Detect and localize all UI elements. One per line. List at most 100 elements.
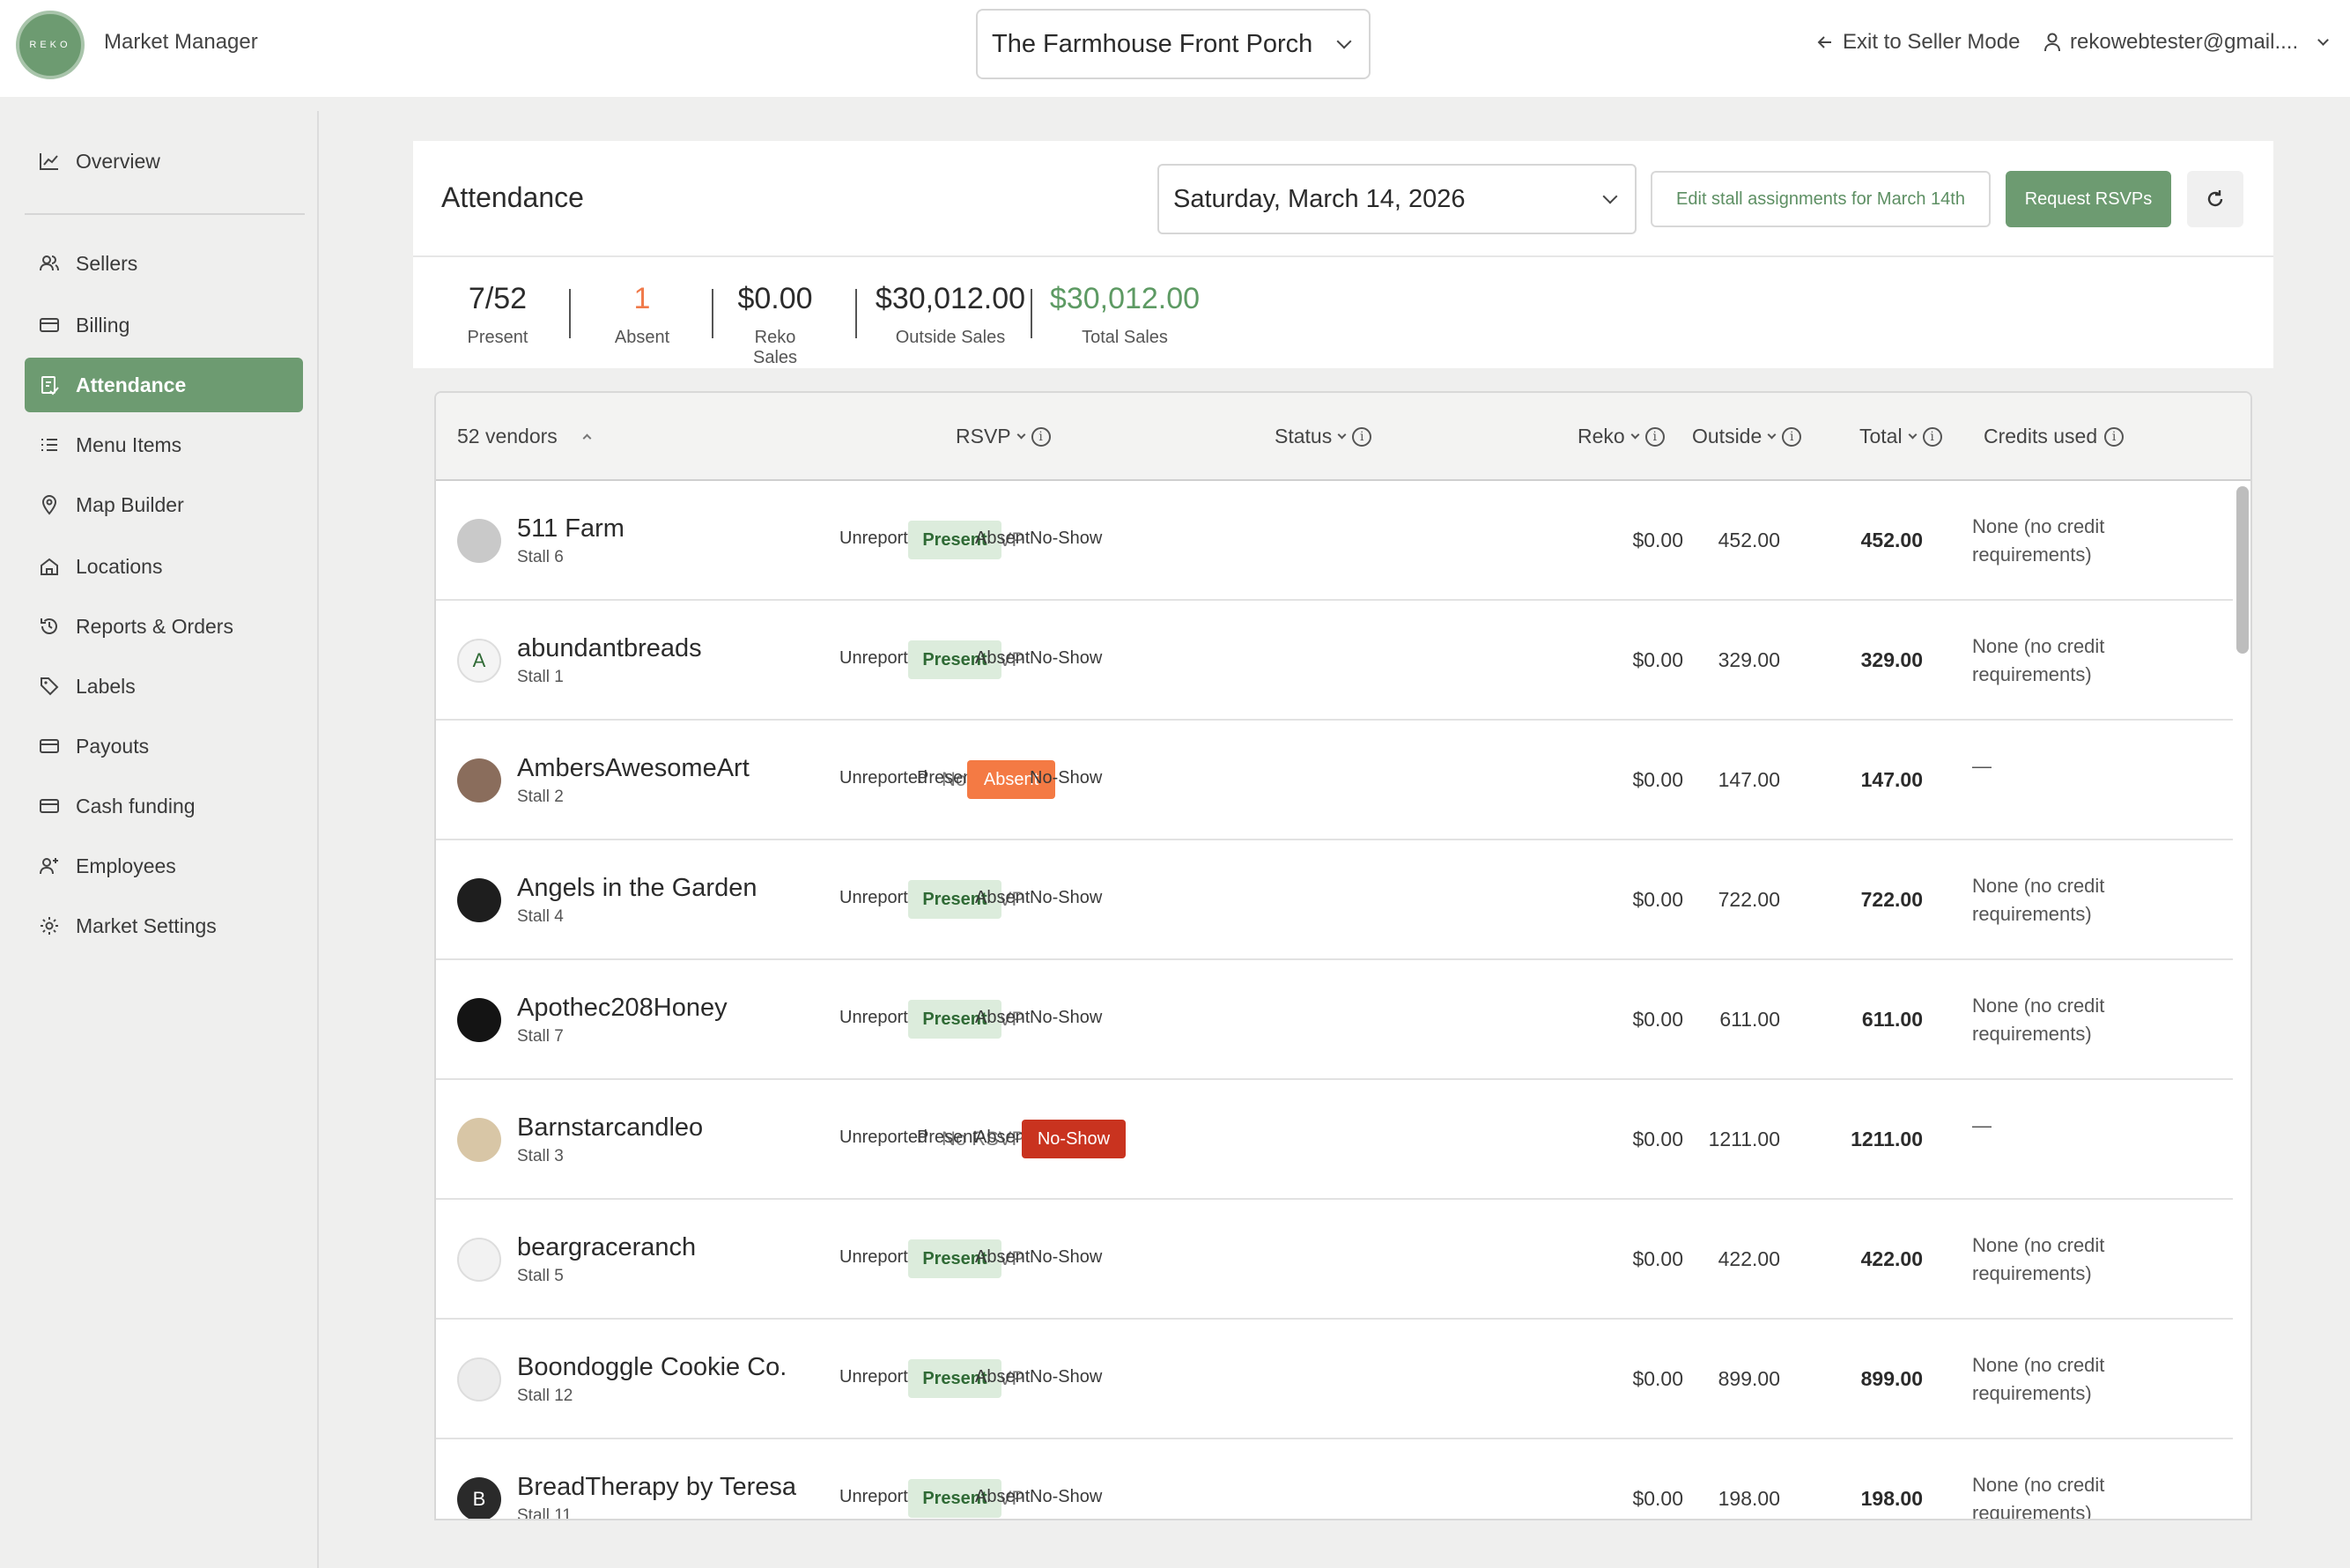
date-select[interactable]: Saturday, March 14, 2026: [1157, 164, 1637, 234]
status-option-present[interactable]: Present: [908, 1000, 1001, 1039]
vendor-avatar: [457, 1118, 501, 1162]
header-total[interactable]: Total i: [1859, 425, 1942, 448]
vendor-avatar: [457, 519, 501, 563]
market-select[interactable]: The Farmhouse Front Porch: [976, 9, 1371, 79]
outside-amount[interactable]: 1211.00: [1678, 1128, 1780, 1151]
status-option-present[interactable]: Present: [917, 768, 978, 788]
status-option-present[interactable]: Present: [908, 1359, 1001, 1398]
sidebar-item-map-builder[interactable]: Map Builder: [25, 477, 303, 532]
status-option-absent[interactable]: Absent: [975, 888, 1031, 907]
vendor-name[interactable]: Barnstarcandleo: [517, 1113, 704, 1142]
sidebar-item-sellers[interactable]: Sellers: [25, 236, 303, 291]
outside-amount[interactable]: 329.00: [1678, 648, 1780, 672]
user-menu[interactable]: rekowebtester@gmail....: [2043, 30, 2329, 55]
status-option-noshow[interactable]: No-Show: [1030, 1247, 1103, 1267]
status-option-unreported[interactable]: Unreported: [839, 768, 928, 788]
status-option-absent[interactable]: Absent: [967, 760, 1055, 799]
sidebar-item-menu-items[interactable]: Menu Items: [25, 418, 303, 472]
status-option-absent[interactable]: Absent: [975, 1487, 1031, 1506]
home-icon: [37, 554, 62, 579]
status-option-unreported[interactable]: Unreported: [839, 1367, 928, 1387]
outside-amount[interactable]: 452.00: [1678, 529, 1780, 552]
header-outside[interactable]: Outside i: [1692, 425, 1802, 448]
outside-amount[interactable]: 147.00: [1678, 768, 1780, 792]
status-option-absent[interactable]: Absent: [975, 648, 1031, 668]
exit-seller-mode-link[interactable]: Exit to Seller Mode: [1816, 30, 2020, 55]
status-option-noshow[interactable]: No-Show: [1030, 1008, 1103, 1027]
outside-amount[interactable]: 198.00: [1678, 1487, 1780, 1511]
status-option-noshow[interactable]: No-Show: [1030, 529, 1103, 548]
vendor-name[interactable]: Apothec208Honey: [517, 994, 728, 1022]
reko-logo[interactable]: REKO: [16, 11, 85, 79]
info-icon[interactable]: i: [1782, 426, 1802, 447]
vendor-name[interactable]: Boondoggle Cookie Co.: [517, 1353, 787, 1381]
edit-stall-assignments-button[interactable]: Edit stall assignments for March 14th: [1651, 171, 1991, 227]
sidebar-item-market-settings[interactable]: Market Settings: [25, 899, 303, 953]
outside-amount[interactable]: 722.00: [1678, 888, 1780, 912]
sidebar-item-billing[interactable]: Billing: [25, 298, 303, 352]
header-status[interactable]: Status i: [1275, 425, 1372, 448]
header-vendors[interactable]: 52 vendors: [457, 425, 592, 448]
total-amount: 422.00: [1860, 1247, 1923, 1270]
sidebar-item-label: Cash funding: [76, 794, 196, 817]
sidebar-item-locations[interactable]: Locations: [25, 539, 303, 594]
outside-amount[interactable]: 899.00: [1678, 1367, 1780, 1391]
sidebar-item-labels[interactable]: Labels: [25, 659, 303, 714]
info-icon[interactable]: i: [1352, 426, 1372, 447]
table-row: Boondoggle Cookie Co.Stall 12No RSVPUnre…: [436, 1320, 2233, 1439]
status-option-present[interactable]: Present: [917, 1128, 978, 1147]
status-option-noshow[interactable]: No-Show: [1030, 1367, 1103, 1387]
status-option-present[interactable]: Present: [908, 521, 1001, 559]
header-credits-label: Credits used: [1984, 425, 2098, 447]
history-icon: [37, 614, 62, 639]
status-option-noshow[interactable]: No-Show: [1030, 888, 1103, 907]
status-option-noshow[interactable]: No-Show: [1030, 768, 1103, 788]
table-scrollbar[interactable]: [2236, 486, 2249, 654]
sidebar-item-payouts[interactable]: Payouts: [25, 719, 303, 773]
info-icon[interactable]: i: [1644, 426, 1665, 447]
sidebar-item-label: Menu Items: [76, 433, 182, 456]
info-icon[interactable]: i: [1031, 426, 1051, 447]
status-option-unreported[interactable]: Unreported: [839, 1487, 928, 1506]
status-option-absent[interactable]: Absent: [975, 1128, 1031, 1147]
vendor-name[interactable]: Angels in the Garden: [517, 874, 757, 902]
status-option-present[interactable]: Present: [908, 1479, 1001, 1518]
sidebar-item-reports-orders[interactable]: Reports & Orders: [25, 599, 303, 654]
outside-amount[interactable]: 422.00: [1678, 1247, 1780, 1271]
status-option-unreported[interactable]: Unreported: [839, 648, 928, 668]
status-option-unreported[interactable]: Unreported: [839, 1247, 928, 1267]
refresh-button[interactable]: [2187, 171, 2243, 227]
sidebar-item-overview[interactable]: Overview: [25, 134, 303, 189]
status-option-absent[interactable]: Absent: [975, 1247, 1031, 1267]
sidebar-item-employees[interactable]: Employees: [25, 839, 303, 893]
header-rsvp[interactable]: RSVP i: [956, 425, 1051, 448]
request-rsvps-button[interactable]: Request RSVPs: [2006, 171, 2171, 227]
vendor-name[interactable]: BreadTherapy by Teresa: [517, 1473, 797, 1501]
status-option-absent[interactable]: Absent: [975, 529, 1031, 548]
status-option-unreported[interactable]: Unreported: [839, 888, 928, 907]
status-option-absent[interactable]: Absent: [975, 1367, 1031, 1387]
vendor-name[interactable]: abundantbreads: [517, 634, 702, 662]
status-option-absent[interactable]: Absent: [975, 1008, 1031, 1027]
sidebar-item-attendance[interactable]: Attendance: [25, 358, 303, 412]
status-option-unreported[interactable]: Unreported: [839, 1008, 928, 1027]
outside-amount[interactable]: 611.00: [1678, 1008, 1780, 1032]
status-option-noshow[interactable]: No-Show: [1030, 648, 1103, 668]
vendor-name[interactable]: AmbersAwesomeArt: [517, 754, 750, 782]
stat-separator: [1031, 289, 1032, 338]
status-option-noshow[interactable]: No-Show: [1030, 1487, 1103, 1506]
info-icon[interactable]: i: [1922, 426, 1942, 447]
status-option-unreported[interactable]: Unreported: [839, 529, 928, 548]
status-option-present[interactable]: Present: [908, 880, 1001, 919]
status-option-unreported[interactable]: Unreported: [839, 1128, 928, 1147]
header-reko[interactable]: Reko i: [1578, 425, 1665, 448]
status-option-noshow[interactable]: No-Show: [1022, 1120, 1126, 1158]
status-option-present[interactable]: Present: [908, 640, 1001, 679]
vendor-name[interactable]: 511 Farm: [517, 514, 624, 543]
info-icon[interactable]: i: [2104, 426, 2125, 447]
status-option-present[interactable]: Present: [908, 1239, 1001, 1278]
reko-amount: $0.00: [1632, 529, 1683, 551]
vendor-name[interactable]: beargraceranch: [517, 1233, 697, 1261]
sidebar-item-cash-funding[interactable]: Cash funding: [25, 779, 303, 833]
